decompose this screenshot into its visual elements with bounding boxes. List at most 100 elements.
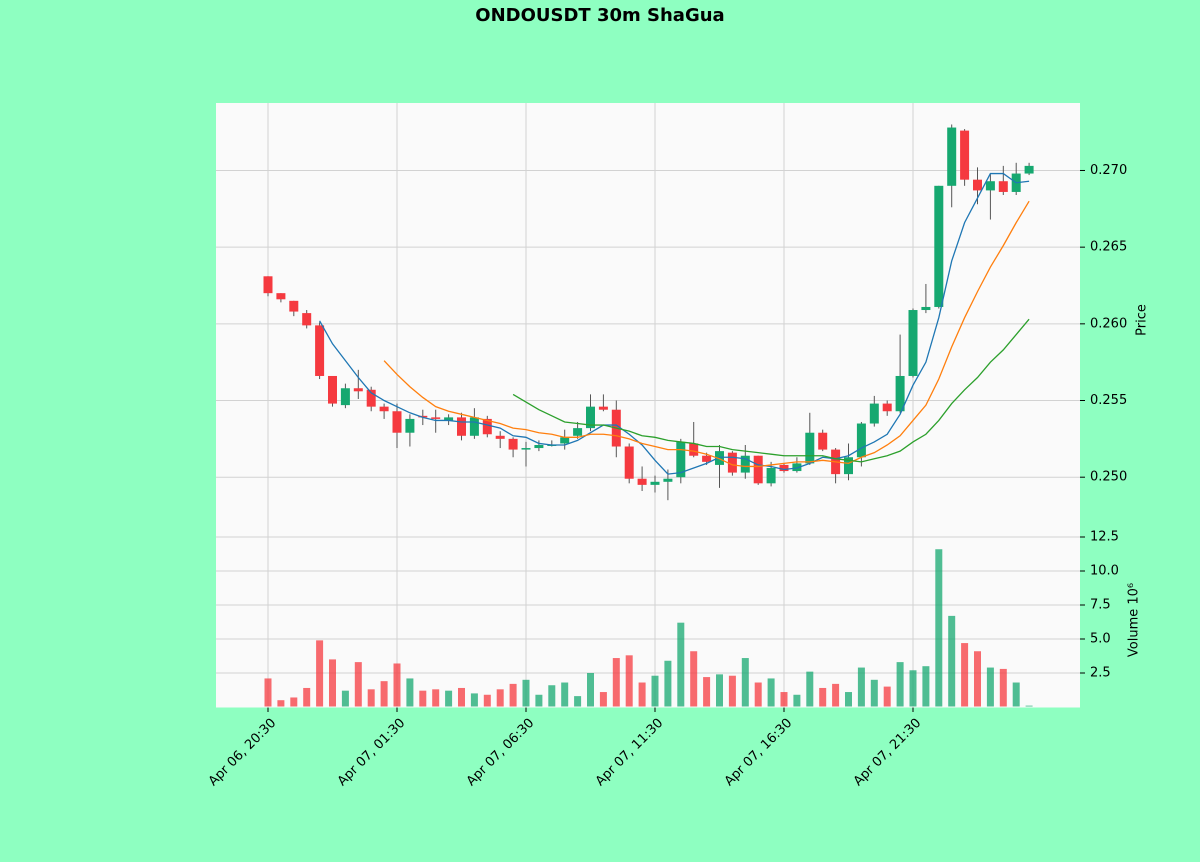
volume-bar: [664, 660, 672, 707]
volume-tick-label: 12.5: [1090, 530, 1119, 545]
volume-bar: [638, 682, 646, 707]
volume-bar: [380, 681, 388, 707]
candle-body: [792, 463, 802, 472]
volume-tick-label: 2.5: [1090, 666, 1111, 681]
x-tick-label: Apr 07, 11:30: [593, 716, 666, 789]
volume-bar: [393, 663, 401, 707]
volume-bar: [445, 690, 453, 707]
volume-bar: [974, 651, 981, 707]
volume-bar: [470, 693, 478, 707]
candle-body: [431, 417, 441, 419]
volume-bar: [935, 549, 943, 707]
y-tick-label: 0.265: [1090, 240, 1127, 255]
candle-body: [740, 455, 750, 473]
volume-bar: [277, 700, 285, 707]
volume-bar: [535, 694, 543, 707]
y-axis-label: Price: [1135, 304, 1150, 336]
volume-bar: [522, 679, 530, 707]
candle-body: [869, 403, 879, 424]
volume-bar: [419, 690, 427, 707]
candle-body: [534, 444, 544, 449]
volume-bar: [367, 689, 375, 707]
volume-bar: [341, 690, 349, 707]
moving-average-line: [383, 200, 1030, 468]
volume-bar: [264, 678, 272, 707]
candle-body: [818, 432, 828, 450]
volume-bar: [754, 682, 762, 707]
volume-bar: [793, 694, 801, 707]
candle-body: [353, 388, 363, 392]
candle-body: [985, 181, 995, 191]
volume-tick-label: 10.0: [1090, 564, 1119, 579]
volume-bar: [496, 689, 504, 707]
x-tick-label: Apr 07, 16:30: [722, 716, 795, 789]
x-tick-label: Apr 07, 01:30: [335, 716, 408, 789]
candle-body: [379, 406, 389, 412]
volume-bar: [806, 671, 814, 707]
moving-average-line: [319, 172, 1030, 475]
candle-body: [1024, 165, 1034, 174]
volume-bar: [728, 675, 736, 707]
volume-bar: [922, 666, 930, 707]
y-tick-label: 0.255: [1090, 393, 1127, 408]
volume-bar: [625, 655, 633, 707]
volume-bar: [574, 696, 582, 707]
candle-body: [340, 388, 350, 406]
volume-bar: [999, 668, 1007, 707]
candle-body: [844, 457, 853, 475]
candle-body: [508, 438, 518, 450]
candle-body: [753, 455, 763, 484]
x-tick-label: Apr 06, 20:30: [206, 716, 279, 789]
volume-bar: [741, 658, 749, 707]
candle-body: [676, 441, 686, 478]
volume-bar: [651, 675, 659, 707]
candle-body: [289, 300, 299, 312]
y-tick-label: 0.260: [1090, 316, 1127, 331]
candle-body: [663, 478, 673, 482]
volume-bar: [883, 686, 891, 707]
volume-bar: [290, 697, 298, 707]
candle-body: [263, 276, 273, 294]
candle-body: [560, 437, 570, 444]
candle-body: [856, 423, 866, 458]
candle-body: [457, 417, 466, 436]
volume-bar: [599, 692, 607, 707]
candle-body: [521, 448, 531, 450]
candle-body: [715, 451, 724, 465]
candle-body: [405, 418, 415, 433]
volume-bar: [832, 683, 840, 707]
volume-bar: [780, 692, 788, 707]
volume-bar: [612, 658, 620, 707]
candle-body: [882, 403, 892, 412]
volume-bar: [316, 640, 324, 707]
candle-body: [328, 375, 337, 404]
volume-axis-label: Volume 10⁶: [1127, 583, 1142, 657]
candle-body: [895, 375, 905, 412]
candle-body: [689, 443, 699, 456]
candle-body: [586, 406, 595, 429]
candle-body: [973, 179, 982, 191]
volume-bar: [329, 659, 336, 707]
candle-body: [998, 181, 1008, 192]
candle-body: [276, 293, 286, 300]
volume-bar: [406, 678, 414, 707]
volume-bar: [961, 643, 969, 707]
candle-body: [908, 310, 918, 376]
volume-bar: [909, 670, 917, 707]
volume-bar: [303, 687, 311, 707]
volume-bar: [561, 682, 569, 707]
volume-bar: [857, 667, 865, 707]
volume-bar: [509, 683, 517, 707]
x-tick-label: Apr 07, 21:30: [851, 716, 924, 789]
candle-body: [921, 306, 931, 311]
volume-bar: [986, 667, 994, 707]
volume-bar: [1025, 705, 1033, 707]
candle-body: [805, 432, 815, 464]
volume-bar: [948, 615, 956, 707]
volume-bar: [458, 687, 465, 707]
volume-bar: [548, 685, 556, 707]
volume-bar: [432, 689, 440, 707]
volume-bar: [819, 687, 827, 707]
